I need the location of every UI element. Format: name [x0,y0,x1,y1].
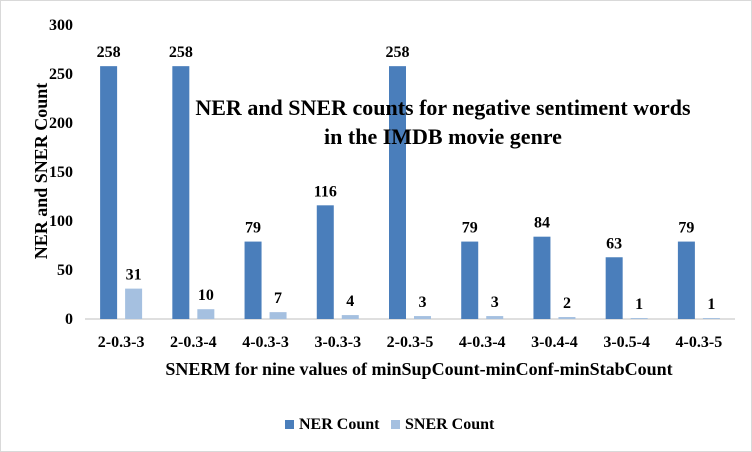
ner-bar-1 [172,66,190,319]
sner-value-label-8: 1 [707,296,715,313]
sner-bar-5 [486,316,504,319]
legend-swatch-1 [391,420,400,429]
legend-label-1: SNER Count [405,416,495,433]
sner-bar-3 [341,315,359,319]
ner-bar-7 [605,257,623,319]
labels-layer: 258 258 79 116 258 79 84 63 79 31 10 7 4 3 3 2 1 1 [97,44,716,313]
y-tick-label-0: 0 [65,311,73,328]
sner-value-label-6: 2 [563,295,571,312]
legend: NER Count SNER Count [285,416,495,433]
ner-value-label-5: 79 [462,220,478,237]
ner-value-label-7: 63 [606,235,622,252]
sner-value-label-4: 3 [419,294,427,311]
sner-bar-8 [702,318,720,319]
x-tick-label-5: 4-0.3-4 [459,334,506,351]
ner-bar-0 [100,66,118,319]
y-tick-label-5: 250 [49,66,73,83]
sner-bar-2 [269,312,287,319]
x-tick-label-4: 2-0.3-5 [387,334,434,351]
bars-layer [100,66,720,319]
y-tick-label-6: 300 [49,17,73,34]
sner-bar-0 [125,288,143,319]
sner-value-label-5: 3 [491,294,499,311]
y-tick-label-4: 200 [49,115,73,132]
x-tick-label-3: 3-0.3-3 [314,334,361,351]
ner-value-label-4: 258 [386,44,410,61]
axes-layer: 0 50 100 150 200 250 300 2-0.3-3 2-0.3-4 4-0.3-3 3… [49,17,735,351]
x-tick-label-2: 4-0.3-3 [242,334,289,351]
x-tick-label-0: 2-0.3-3 [98,334,145,351]
x-tick-label-7: 3-0.5-4 [603,334,650,351]
ner-value-label-0: 258 [97,44,121,61]
ner-value-label-2: 79 [245,220,261,237]
ner-bar-2 [244,241,262,319]
sner-value-label-3: 4 [346,293,354,310]
ner-bar-6 [533,236,551,319]
ner-value-label-8: 79 [678,220,694,237]
chart-title-line2: in the IMDB movie genre [324,124,562,149]
sner-value-label-7: 1 [635,296,643,313]
ner-bar-3 [316,205,334,319]
y-axis-title: NER and SNER Count [31,83,51,260]
sner-value-label-1: 10 [198,287,214,304]
y-tick-label-2: 100 [49,213,73,230]
y-tick-label-3: 150 [49,164,73,181]
x-tick-label-6: 3-0.4-4 [531,334,578,351]
ner-bar-8 [677,241,695,319]
chart-title-line1: NER and SNER counts for negative sentime… [195,95,691,120]
x-tick-label-1: 2-0.3-4 [170,334,217,351]
legend-label-0: NER Count [299,416,380,433]
sner-value-label-0: 31 [126,267,142,284]
legend-swatch-0 [285,420,294,429]
ner-bar-5 [461,241,479,319]
x-tick-label-8: 4-0.3-5 [676,334,723,351]
ner-bar-4 [389,66,406,319]
sner-bar-7 [630,318,648,319]
ner-value-label-1: 258 [169,44,193,61]
sner-bar-4 [414,316,431,319]
y-tick-label-1: 50 [57,262,73,279]
ner-value-label-3: 116 [314,183,337,200]
sner-bar-1 [197,309,215,319]
ner-value-label-6: 84 [534,215,550,232]
x-axis-title: SNERM for nine values of minSupCount-min… [165,359,672,379]
sner-value-label-2: 7 [274,290,282,307]
sner-bar-6 [558,317,576,319]
